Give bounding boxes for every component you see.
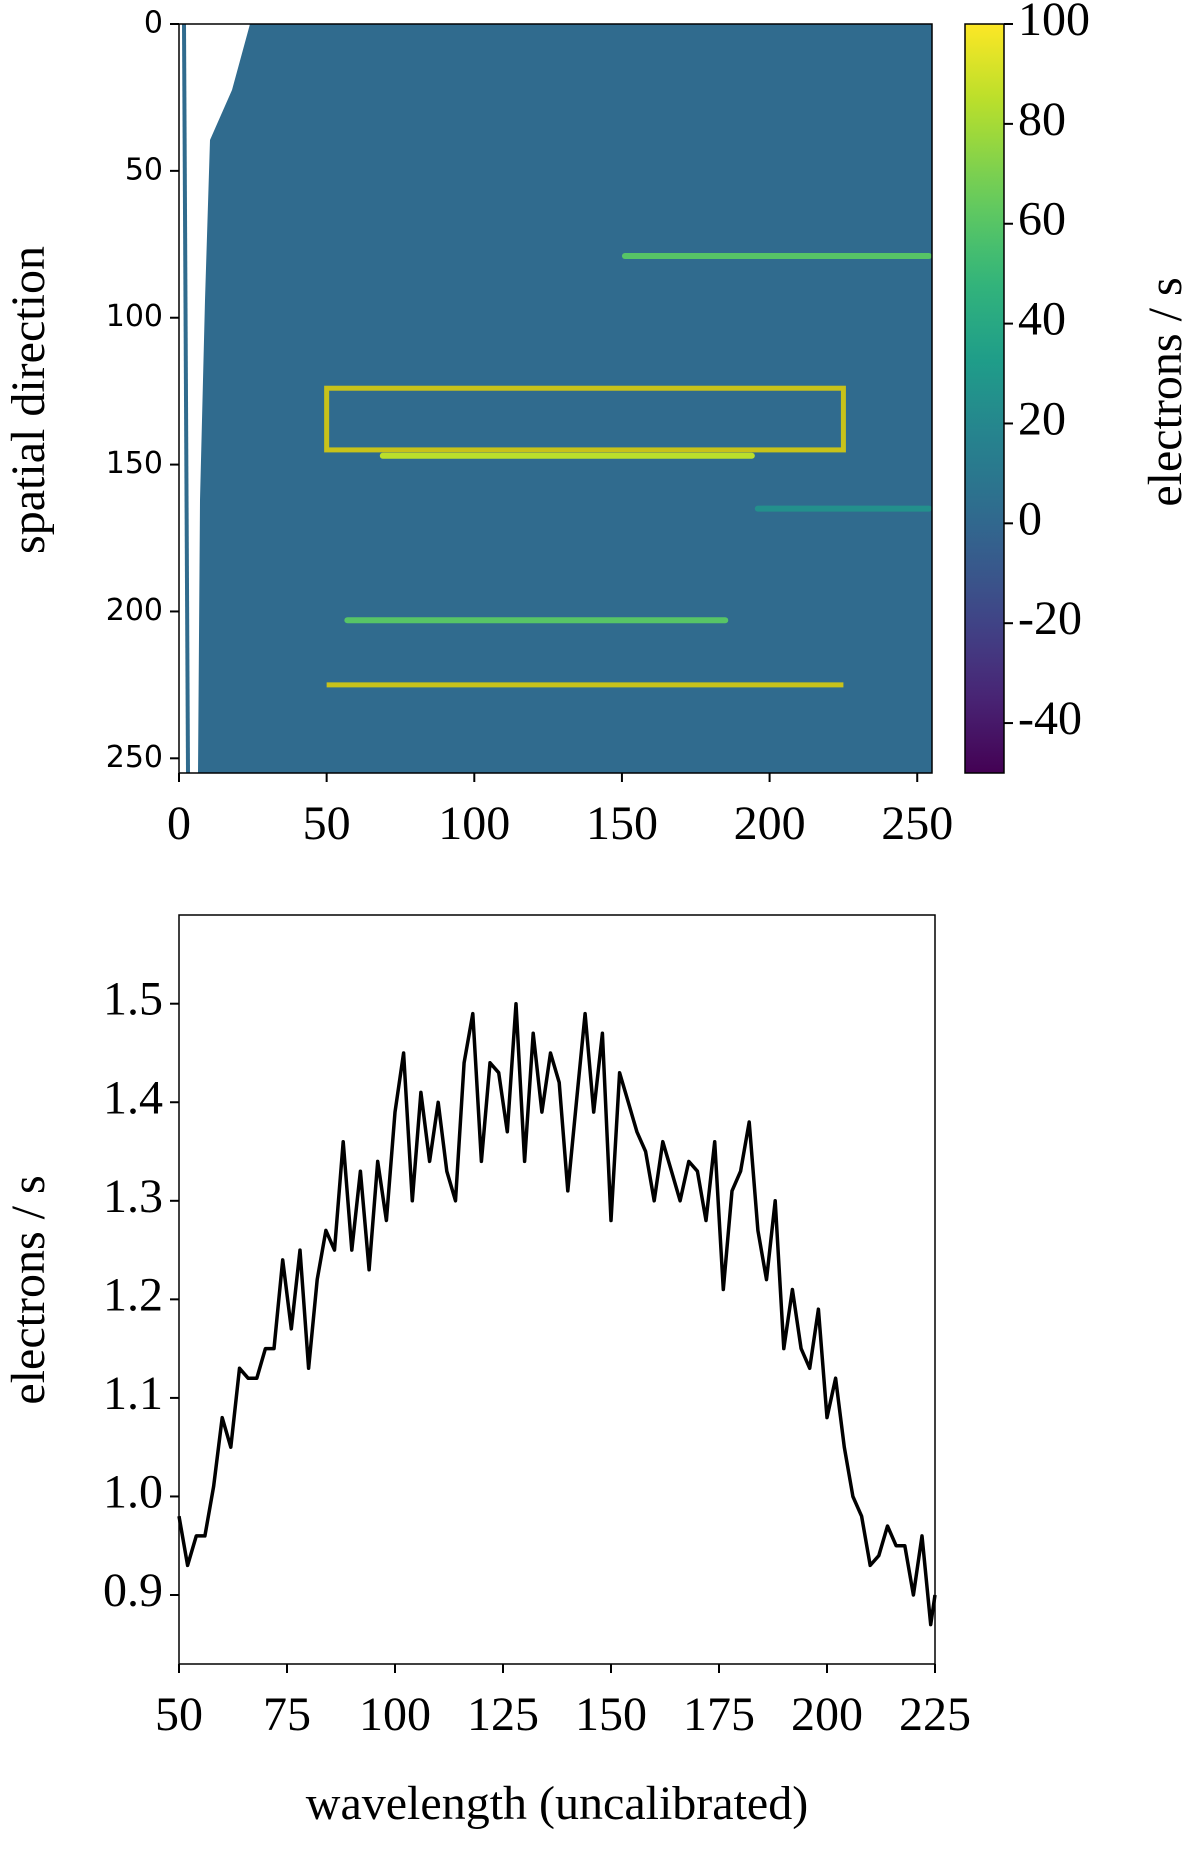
y-tick-label: 50: [125, 152, 163, 187]
spectral-trace: [344, 617, 729, 624]
y-tick-label: 100: [106, 299, 163, 334]
masked-region: [182, 24, 190, 773]
colorbar: [964, 23, 1005, 774]
colorbar-tick-label: 40: [1018, 293, 1066, 346]
colorbar-tick-label: -40: [1018, 692, 1082, 745]
x-tick-label: 125: [467, 1688, 539, 1741]
x-tick-label: 0: [167, 797, 191, 850]
x-tick-label: 200: [734, 797, 806, 850]
y-tick-label: 1.1: [103, 1367, 163, 1420]
spectrum-line: [177, 1001, 937, 1627]
x-tick-label: 200: [791, 1688, 863, 1741]
x-axis-label: wavelength (uncalibrated): [306, 1777, 808, 1830]
x-tick-label: 175: [683, 1688, 755, 1741]
colorbar-tick-label: 20: [1018, 392, 1066, 445]
x-tick-label: 50: [155, 1688, 203, 1741]
y-tick-label: 1.3: [103, 1170, 163, 1223]
y-tick-label: 150: [106, 446, 163, 481]
colorbar-tick-label: 60: [1018, 193, 1066, 246]
y-axis-label: electrons / s: [2, 1175, 55, 1404]
spectral-trace: [754, 505, 932, 512]
y-tick-label: 250: [106, 740, 163, 775]
x-tick-label: 225: [899, 1688, 971, 1741]
image-background: [179, 24, 932, 773]
extraction-box: [324, 385, 846, 453]
y-axis-label: spatial direction: [2, 246, 55, 554]
colorbar-tick-label: 0: [1018, 492, 1042, 545]
spectral-trace: [379, 452, 755, 459]
y-tick-label: 1.5: [103, 973, 163, 1026]
y-tick-label: 200: [106, 593, 163, 628]
x-tick-label: 100: [438, 797, 510, 850]
colorbar-tick-label: 100: [1018, 0, 1090, 46]
axes-frame: [178, 23, 933, 774]
x-tick-label: 150: [575, 1688, 647, 1741]
masked-region: [179, 24, 250, 773]
axes-frame: [178, 914, 936, 1665]
x-tick-label: 150: [586, 797, 658, 850]
spectral-trace: [621, 253, 932, 260]
colorbar-tick-label: -20: [1018, 592, 1082, 645]
x-tick-label: 250: [881, 797, 953, 850]
x-tick-label: 50: [303, 797, 351, 850]
colorbar-tick-label: 80: [1018, 93, 1066, 146]
y-tick-label: 0.9: [103, 1564, 163, 1617]
y-tick-label: 0: [144, 6, 163, 41]
y-tick-label: 1.2: [103, 1268, 163, 1321]
y-tick-label: 1.4: [103, 1071, 163, 1124]
x-tick-label: 75: [263, 1688, 311, 1741]
colorbar-label: electrons / s: [1139, 277, 1192, 506]
y-tick-label: 1.0: [103, 1465, 163, 1518]
x-tick-label: 100: [359, 1688, 431, 1741]
